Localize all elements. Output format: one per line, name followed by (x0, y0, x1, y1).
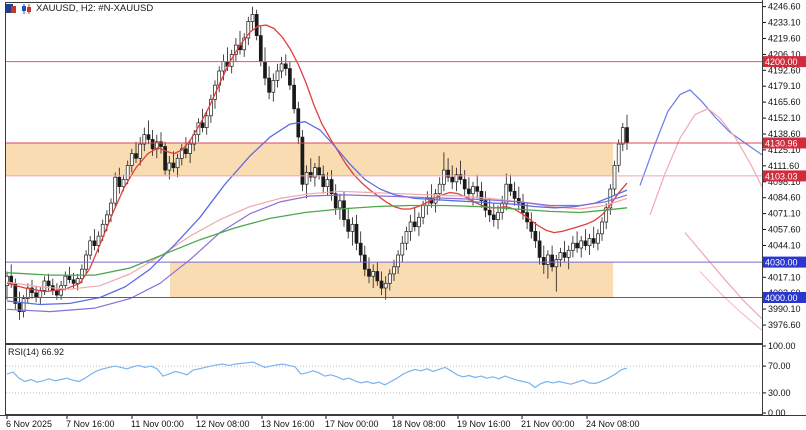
price-tick-label: 3976.60 (768, 320, 801, 330)
price-badge-4000.00: 4000.00 (763, 292, 806, 303)
time-tick-label: 17 Nov 00:00 (325, 419, 379, 429)
shifted-ma-pink-lower-1 (684, 232, 762, 320)
main-pane[interactable] (6, 6, 763, 331)
time-tick-label: 6 Nov 2025 (6, 419, 52, 429)
price-badge-4103.03: 4103.03 (763, 170, 806, 182)
rsi-indicator-label: RSI(14) 66.92 (8, 347, 65, 357)
moving-averages-layer (6, 24, 762, 331)
svg-text:4200.00: 4200.00 (765, 57, 798, 67)
ma-slowest-green (6, 204, 628, 276)
ma-fast-red (6, 24, 628, 293)
rsi-line (6, 361, 628, 389)
rsi-tick-label: 70.00 (768, 361, 791, 371)
price-tick-label: 4084.60 (768, 193, 801, 203)
shifted-ma-blue (639, 89, 762, 186)
price-tick-label: 4219.60 (768, 34, 801, 44)
horizontal-levels[interactable] (6, 61, 762, 298)
price-tick-label: 4152.10 (768, 113, 801, 123)
time-tick-label: 24 Nov 08:00 (586, 419, 640, 429)
time-tick-label: 19 Nov 16:00 (457, 419, 511, 429)
price-axis: 4246.60 4233.10 4219.60 4206.10 4192.60 4179.… (763, 2, 806, 418)
shifted-ma-pink-upper (649, 108, 762, 216)
svg-text:4130.96: 4130.96 (765, 139, 798, 149)
time-tick-label: 18 Nov 08:00 (392, 419, 446, 429)
price-tick-label: 4179.10 (768, 81, 801, 91)
price-tick-label: 4246.60 (768, 2, 801, 12)
price-badge-4130.96: 4130.96 (763, 137, 806, 149)
price-tick-label: 4233.10 (768, 18, 801, 28)
price-tick-label: 3990.10 (768, 304, 801, 314)
time-tick-label: 7 Nov 16:00 (66, 419, 115, 429)
time-tick-label: 11 Nov 00:00 (131, 419, 184, 429)
price-tick-label: 4044.10 (768, 241, 801, 251)
price-tick-label: 4071.10 (768, 209, 801, 219)
ma-medium-blue (6, 121, 628, 306)
svg-text:4000.00: 4000.00 (765, 293, 798, 303)
supply-demand-zones (6, 143, 613, 298)
zone-rect (6, 143, 613, 176)
price-tick-label: 4138.60 (768, 129, 801, 139)
time-axis: 6 Nov 2025 7 Nov 16:00 11 Nov 00:00 12 Nov … (6, 416, 640, 429)
price-badge-4030.00: 4030.00 (763, 256, 806, 268)
rsi-tick-label: 30.00 (768, 388, 791, 398)
chart-title-bar: XAUUSD, H2: #N-XAUUSD (6, 3, 153, 14)
price-tick-label: 4017.10 (768, 272, 801, 282)
window-chart-icon (6, 3, 17, 14)
time-tick-label: 12 Nov 08:00 (196, 419, 250, 429)
candlestick-chart-icon (21, 3, 32, 14)
price-tick-label: 4111.60 (768, 161, 799, 171)
svg-text:4030.00: 4030.00 (765, 258, 798, 268)
pane-borders (0, 0, 806, 416)
rsi-pane[interactable] (6, 361, 762, 394)
price-tick-label: 4057.60 (768, 225, 801, 235)
price-tick-label: 4165.60 (768, 97, 801, 107)
ma-medium-purple (6, 194, 628, 313)
price-tick-label: 4192.60 (768, 65, 801, 75)
chart-symbol-title: XAUUSD, H2: #N-XAUUSD (36, 3, 154, 14)
shifted-ma-pink-lower-2 (699, 271, 762, 331)
price-tick-label: 4206.10 (768, 49, 801, 59)
time-tick-label: 21 Nov 00:00 (521, 419, 575, 429)
rsi-tick-label: 0.00 (768, 408, 786, 418)
price-tick-label: 4098.10 (768, 177, 801, 187)
svg-text:4103.03: 4103.03 (765, 171, 798, 181)
price-badge-4200.00: 4200.00 (763, 56, 806, 68)
rsi-tick-label: 100.00 (768, 341, 796, 351)
time-tick-label: 13 Nov 16:00 (261, 419, 315, 429)
price-tick-label: 4125.10 (768, 145, 801, 155)
